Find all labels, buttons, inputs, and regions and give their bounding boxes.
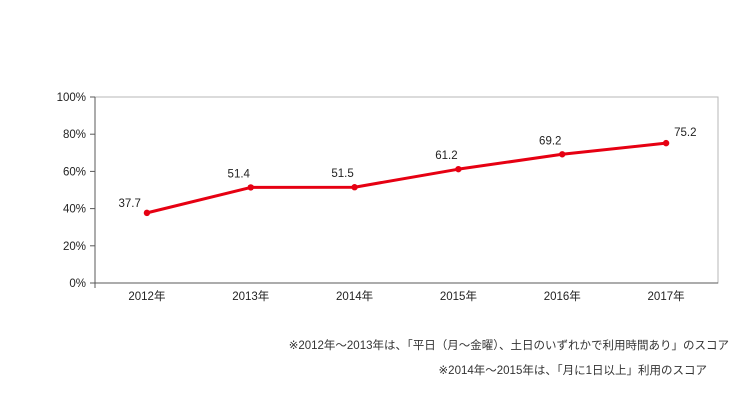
y-axis-label: 80% [63, 129, 86, 141]
x-axis-label: 2017年 [648, 289, 685, 303]
data-label: 69.2 [539, 135, 561, 147]
data-point [455, 165, 462, 173]
x-axis-label: 2013年 [232, 289, 269, 303]
footnote-line: ※2014年～2015年は、「月に1日以上」利用のスコア [438, 365, 707, 377]
data-label: 75.2 [674, 127, 696, 139]
data-label: 61.2 [435, 150, 457, 162]
x-axis-label: 2012年 [128, 289, 165, 303]
y-axis-label: 0% [69, 278, 86, 290]
y-axis-label: 40% [63, 204, 86, 216]
y-axis-label: 100% [57, 92, 86, 104]
series-line [145, 141, 668, 215]
data-label: 51.4 [228, 168, 251, 180]
plot-border [94, 96, 719, 284]
footnote-line: ※2012年～2013年は、「平日（月～金曜）、土日のいずれかで利用時間あり」の… [288, 340, 729, 352]
y-axis-label: 20% [63, 241, 86, 253]
x-axis-label: 2016年 [544, 289, 581, 303]
x-axis-label: 2014年 [336, 289, 373, 303]
data-point [559, 151, 566, 158]
data-point [351, 184, 358, 191]
data-point [247, 184, 254, 191]
data-point [143, 209, 151, 217]
data-point [662, 139, 670, 147]
data-label: 37.7 [119, 198, 141, 210]
x-axis-label: 2015年 [440, 289, 477, 303]
y-axis-label: 60% [63, 166, 86, 178]
data-label: 51.5 [331, 168, 353, 180]
